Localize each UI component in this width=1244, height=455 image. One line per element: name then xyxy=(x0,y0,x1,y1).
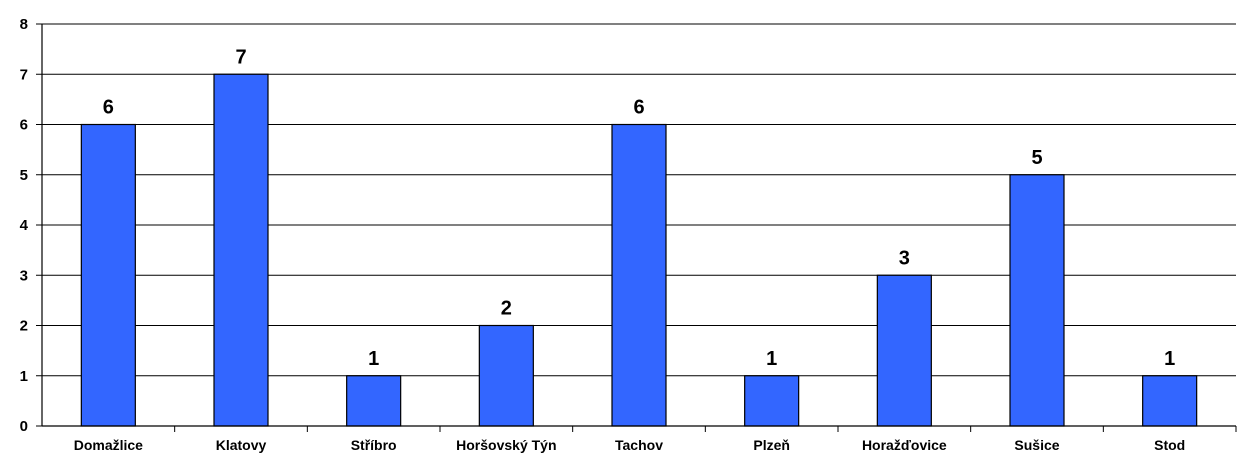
data-label: 7 xyxy=(235,46,246,68)
data-label: 3 xyxy=(899,247,910,269)
y-tick-label: 1 xyxy=(20,368,28,385)
data-label: 6 xyxy=(633,97,644,119)
x-tick-label: Sušice xyxy=(1014,437,1059,453)
y-tick-label: 7 xyxy=(20,66,28,83)
bar xyxy=(1009,174,1065,427)
y-tick-label: 4 xyxy=(20,217,29,234)
data-label: 1 xyxy=(368,348,379,370)
bar xyxy=(346,375,402,427)
data-label: 6 xyxy=(103,97,114,119)
bar xyxy=(744,375,800,427)
bar xyxy=(80,123,136,427)
data-label: 1 xyxy=(766,348,777,370)
x-tick-label: Domažlice xyxy=(74,437,143,453)
y-tick-label: 2 xyxy=(20,318,28,335)
y-tick-label: 5 xyxy=(20,167,28,184)
x-tick-label: Stříbro xyxy=(351,437,397,453)
data-labels: 6 7 1 2 6 1 3 5 1 xyxy=(103,46,1175,370)
y-axis-ticks: 0 1 2 3 4 5 6 7 8 xyxy=(20,16,42,435)
bar xyxy=(876,274,932,427)
y-tick-label: 6 xyxy=(20,117,28,134)
x-axis-labels: Domažlice Klatovy Stříbro Horšovský Týn Tach… xyxy=(74,426,1237,453)
bar xyxy=(213,73,269,427)
x-tick-label: Stod xyxy=(1154,437,1185,453)
data-label: 5 xyxy=(1031,147,1042,169)
y-tick-label: 8 xyxy=(20,16,28,33)
bar xyxy=(611,123,667,427)
x-tick-label: Horažďovice xyxy=(862,437,947,453)
bar xyxy=(1142,375,1198,427)
x-tick-label: Plzeň xyxy=(753,437,790,453)
bars xyxy=(80,73,1198,427)
bar xyxy=(478,324,534,427)
x-tick-label: Tachov xyxy=(615,437,663,453)
data-label: 2 xyxy=(501,298,512,320)
y-tick-label: 0 xyxy=(20,418,28,435)
y-tick-label: 3 xyxy=(20,267,28,284)
x-tick-label: Klatovy xyxy=(216,437,267,453)
x-tick-label: Horšovský Týn xyxy=(456,437,556,453)
data-label: 1 xyxy=(1164,348,1175,370)
